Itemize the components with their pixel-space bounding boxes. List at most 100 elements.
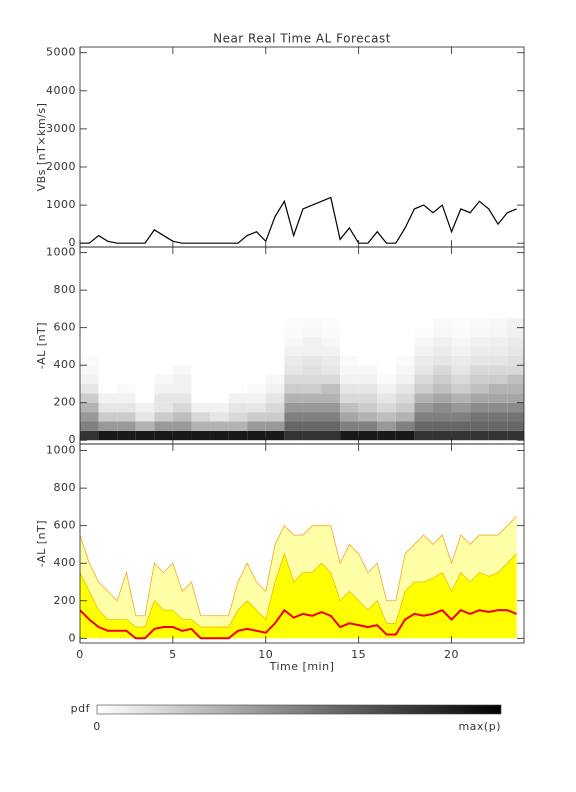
pdf-cell xyxy=(414,365,433,375)
pdf-cell xyxy=(284,365,303,375)
pdf-cell xyxy=(172,365,192,375)
pdf-cell xyxy=(377,318,396,328)
pdf-cell xyxy=(80,374,99,384)
pdf-cell xyxy=(210,412,229,422)
pdf-cell xyxy=(98,412,118,422)
y-tick-label: 800 xyxy=(54,481,77,494)
pdf-cell xyxy=(210,430,229,441)
pdf-cell xyxy=(340,421,359,431)
pdf-cell xyxy=(507,355,524,366)
pdf-cell xyxy=(432,430,452,441)
pdf-cell xyxy=(154,318,173,328)
pdf-cell xyxy=(228,374,248,384)
pdf-cell xyxy=(340,430,359,441)
pdf-cell xyxy=(265,327,285,338)
pdf-cell xyxy=(265,430,285,441)
pdf-cell xyxy=(414,327,433,338)
pdf-cell xyxy=(154,374,173,384)
data-line xyxy=(80,196,517,244)
pdf-cell xyxy=(451,355,471,366)
pdf-cell xyxy=(191,346,211,356)
y-tick-label: 600 xyxy=(54,519,77,532)
pdf-cell xyxy=(172,402,192,413)
x-tick-label: 5 xyxy=(169,648,177,661)
pdf-cell xyxy=(340,355,359,366)
pdf-cell xyxy=(98,374,118,384)
pdf-cell xyxy=(135,346,155,356)
pdf-cell xyxy=(507,318,524,328)
x-axis-label: Time [min] xyxy=(269,660,335,673)
pdf-cell xyxy=(377,337,396,347)
pdf-cell xyxy=(135,374,155,384)
y-tick-label: 3000 xyxy=(46,122,76,135)
pdf-cell xyxy=(98,365,118,375)
pdf-cell xyxy=(432,402,452,413)
pdf-cell xyxy=(284,421,303,431)
pdf-cell xyxy=(98,402,118,413)
pdf-cell xyxy=(228,402,248,413)
pdf-cell xyxy=(98,327,118,338)
pdf-cell xyxy=(507,327,524,338)
pdf-cell xyxy=(302,393,322,403)
pdf-cell xyxy=(154,346,173,356)
pdf-cell xyxy=(414,318,433,328)
plot-frame xyxy=(79,443,525,644)
pdf-cell xyxy=(228,346,248,356)
pdf-cell xyxy=(340,412,359,422)
pdf-cell xyxy=(470,346,489,356)
pdf-cell xyxy=(340,402,359,413)
pdf-cell xyxy=(284,318,303,328)
pdf-cell xyxy=(302,327,322,338)
pdf-cell xyxy=(247,393,266,403)
pdf-cell xyxy=(284,393,303,403)
pdf-cell xyxy=(451,318,471,328)
pdf-cell xyxy=(340,318,359,328)
pdf-cell xyxy=(358,318,378,328)
pdf-cell xyxy=(154,365,173,375)
band-edge xyxy=(80,552,517,628)
pdf-cell xyxy=(80,421,99,431)
pdf-cell xyxy=(488,430,508,441)
pdf-cell xyxy=(80,346,99,356)
pdf-cell xyxy=(470,383,489,394)
pdf-cell xyxy=(117,383,136,394)
pdf-cell xyxy=(321,430,341,441)
pdf-cell xyxy=(80,327,99,338)
pdf-cell xyxy=(507,337,524,347)
pdf-cell xyxy=(507,421,524,431)
pdf-cell xyxy=(377,430,396,441)
pdf-cell xyxy=(470,412,489,422)
pdf-cell xyxy=(135,365,155,375)
pdf-cell xyxy=(135,430,155,441)
y-tick-label: 0 xyxy=(69,631,77,644)
pdf-cell xyxy=(451,365,471,375)
pdf-cell xyxy=(172,383,192,394)
pdf-cell xyxy=(340,337,359,347)
pdf-cell xyxy=(432,327,452,338)
pdf-cell xyxy=(358,383,378,394)
pdf-cell xyxy=(135,327,155,338)
pdf-cell xyxy=(395,346,415,356)
pdf-cell xyxy=(98,393,118,403)
pdf-cell xyxy=(358,374,378,384)
pdf-cell xyxy=(247,374,266,384)
pdf-cell xyxy=(135,355,155,366)
pdf-cell xyxy=(488,355,508,366)
pdf-cell xyxy=(210,346,229,356)
pdf-cell xyxy=(302,346,322,356)
pdf-cell xyxy=(247,355,266,366)
pdf-cell xyxy=(321,355,341,366)
pdf-cell xyxy=(117,421,136,431)
pdf-cell xyxy=(98,421,118,431)
pdf-cell xyxy=(507,402,524,413)
pdf-cell xyxy=(284,402,303,413)
pdf-cell xyxy=(377,421,396,431)
pdf-cell xyxy=(302,383,322,394)
pdf-cell xyxy=(451,402,471,413)
pdf-cell xyxy=(228,383,248,394)
y-tick-label: 4000 xyxy=(46,84,76,97)
pdf-cell xyxy=(395,412,415,422)
plot-area xyxy=(80,515,517,640)
pdf-cell xyxy=(247,327,266,338)
pdf-cell xyxy=(80,318,99,328)
